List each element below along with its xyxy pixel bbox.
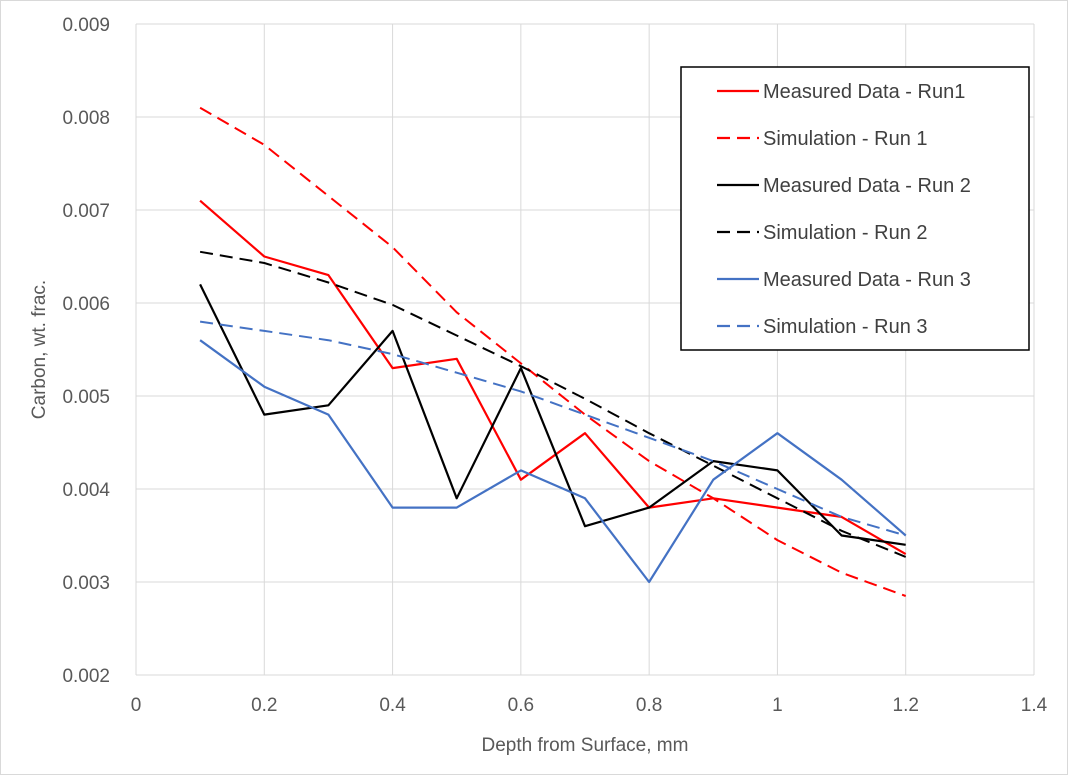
y-tick-label: 0.002 [62,666,110,687]
series-line-2 [199,106,907,597]
y-axis-title: Carbon, wt. frac. [29,280,50,419]
legend: Measured Data - Run1 Simulation - Run 1 Me… [680,66,1030,351]
series-line-5 [199,339,907,584]
x-tick-label: 0.4 [379,695,406,716]
series-line-3 [199,283,906,546]
series-lines [199,106,907,597]
legend-label-2: Simulation - Run 1 [763,128,928,150]
y-tick-label: 0.008 [62,108,110,129]
x-tick-label: 0.2 [251,695,277,716]
y-tick-label: 0.007 [62,201,110,222]
x-tick-label: 1.4 [1021,695,1048,716]
x-tick-label: 0.6 [508,695,534,716]
x-tick-labels: 0 0.2 0.4 0.6 0.8 1 1.2 1.4 [131,695,1048,716]
y-tick-labels: 0.002 0.003 0.004 0.005 0.006 0.007 0.008 0.009 [62,15,110,687]
y-tick-label: 0.009 [62,15,110,36]
y-tick-label: 0.003 [62,573,110,594]
x-tick-label: 0.8 [636,695,662,716]
x-tick-label: 0 [131,695,142,716]
legend-label-4: Simulation - Run 2 [763,222,928,244]
series-line-4 [199,250,907,558]
x-tick-label: 1 [772,695,783,716]
legend-label-5: Measured Data - Run 3 [763,269,971,291]
legend-label-1: Measured Data - Run1 [763,81,965,103]
legend-label-3: Measured Data - Run 2 [763,175,971,197]
y-tick-label: 0.004 [62,480,110,501]
y-tick-label: 0.006 [62,294,110,315]
series-line-1 [199,199,907,556]
legend-box [680,66,1030,351]
x-axis-title: Depth from Surface, mm [482,735,689,756]
legend-label-6: Simulation - Run 3 [763,316,928,338]
series-line-6 [199,320,906,537]
y-tick-label: 0.005 [62,387,110,408]
x-tick-label: 1.2 [893,695,919,716]
